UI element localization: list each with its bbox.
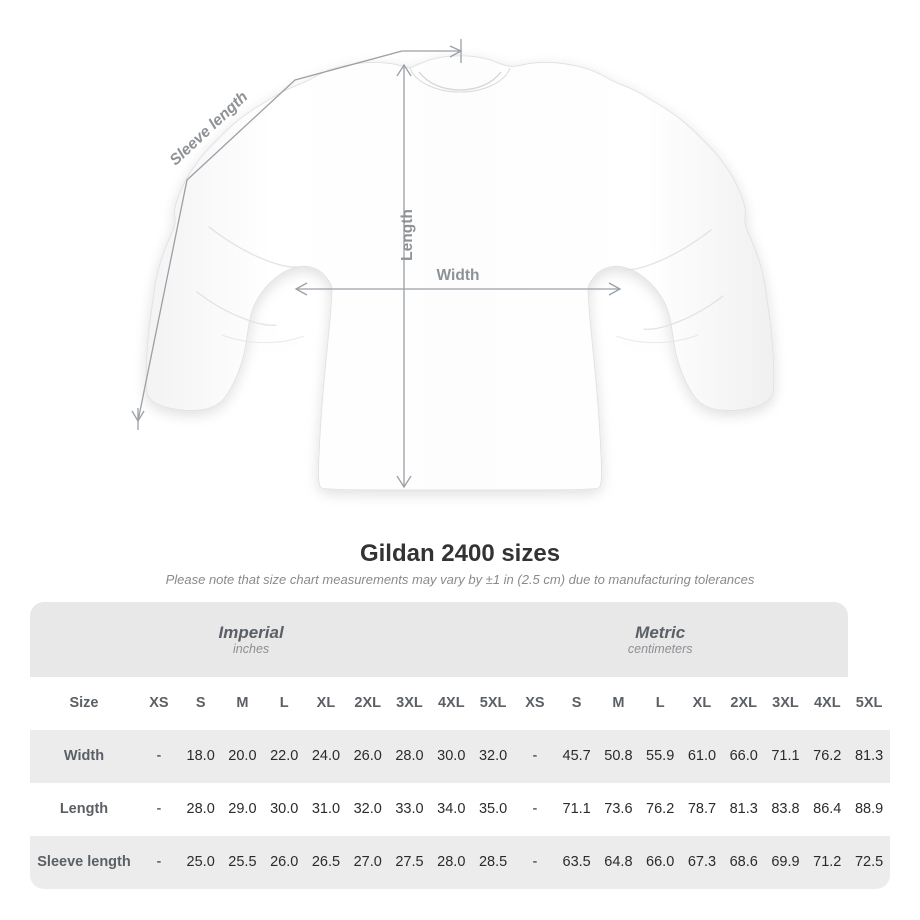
svg-text:Width: Width bbox=[437, 267, 480, 284]
svg-text:Length: Length bbox=[399, 209, 416, 261]
